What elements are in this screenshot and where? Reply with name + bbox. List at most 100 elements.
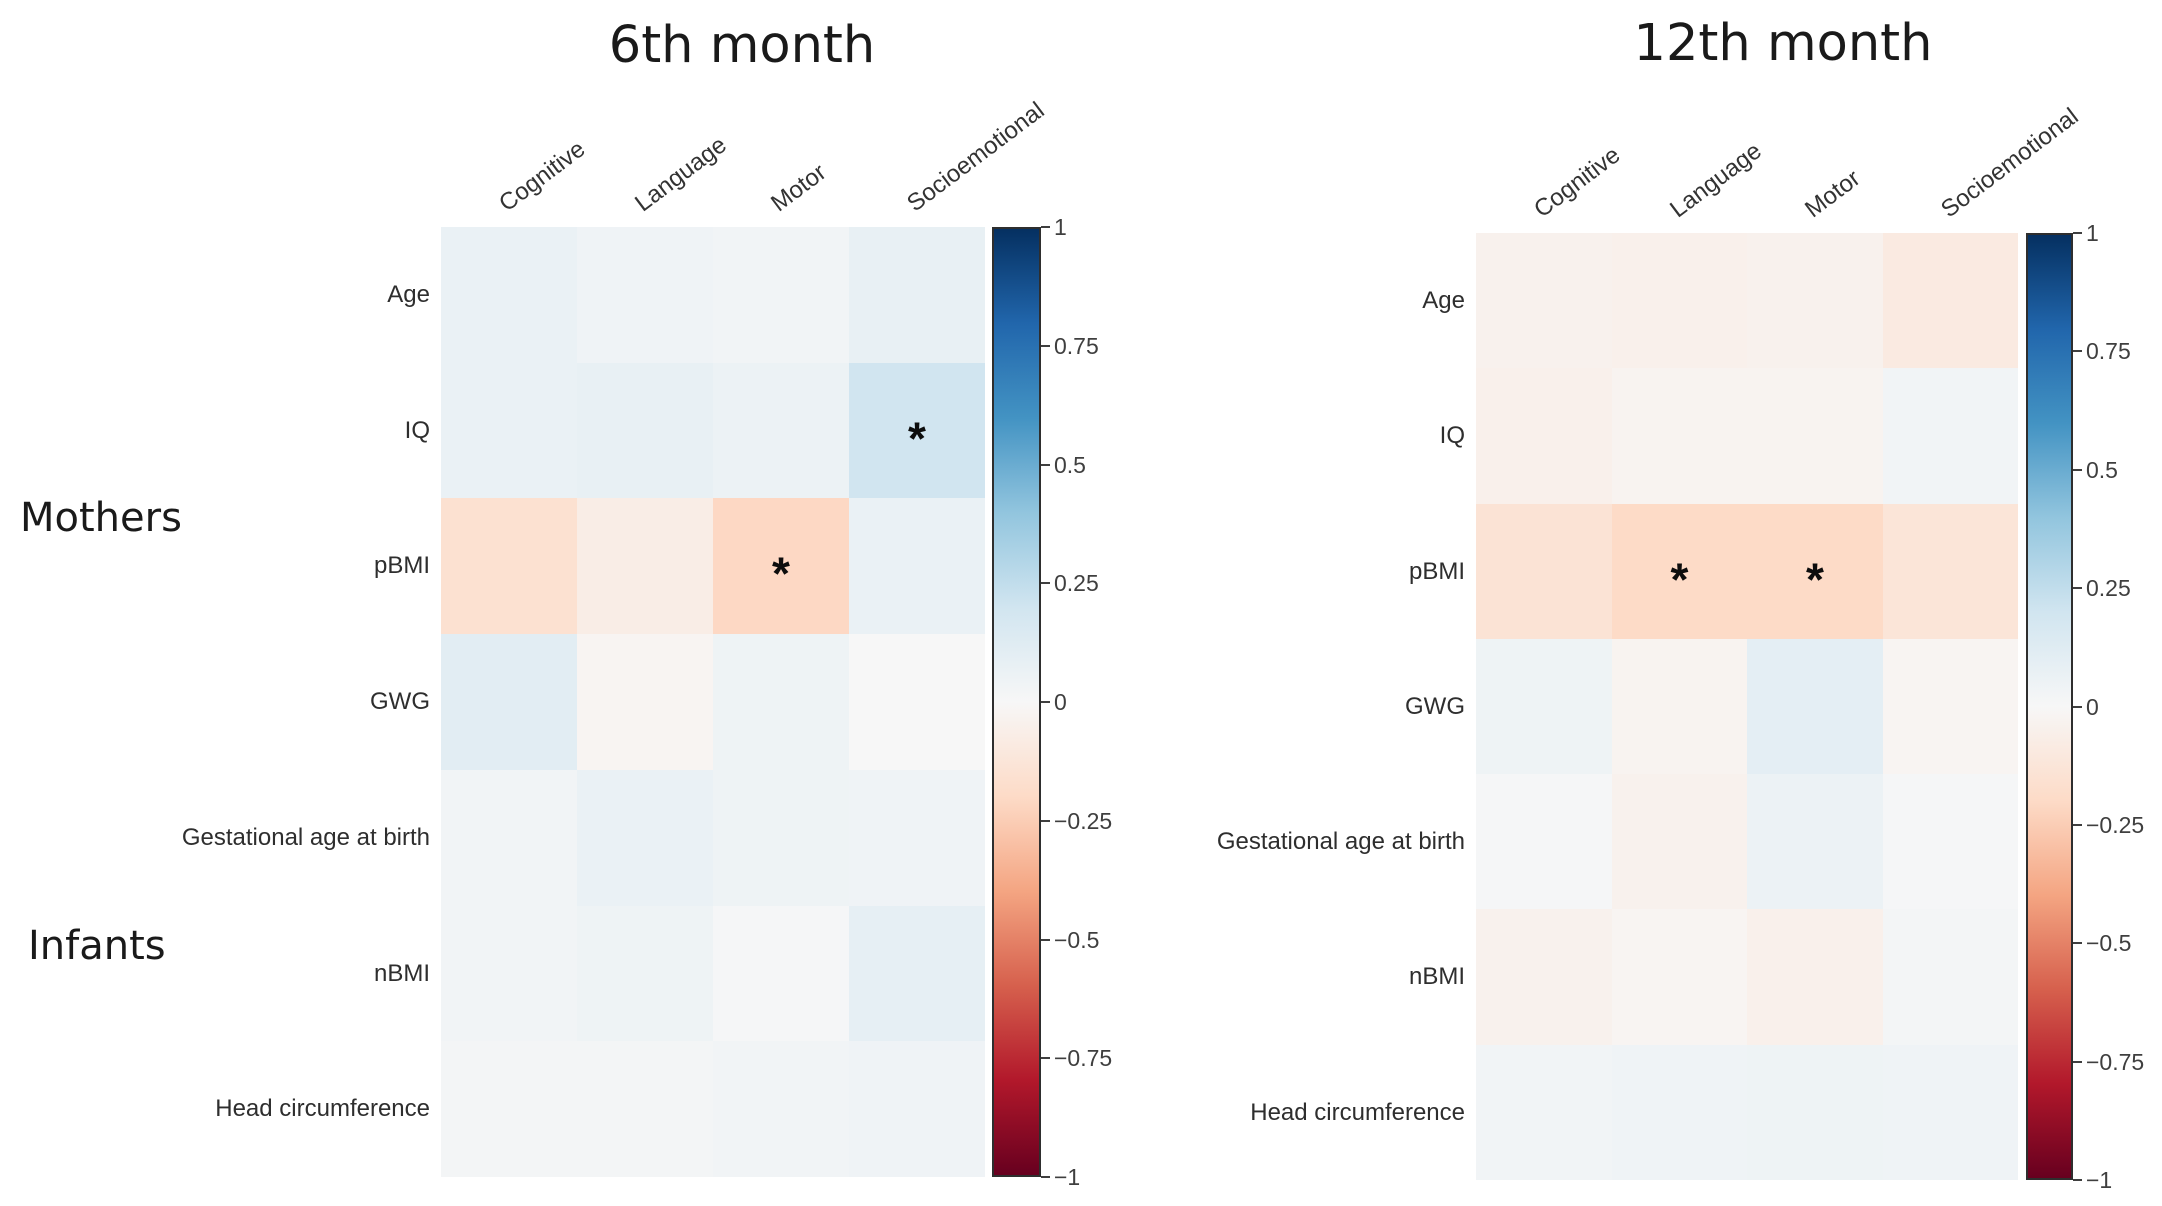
heatmap-cell (713, 1041, 849, 1177)
heatmap-cell (1612, 1045, 1747, 1180)
heatmap-cell (849, 770, 985, 906)
colorbar-tick-label: 0.25 (2086, 575, 2131, 601)
colorbar-tick (1041, 464, 1050, 466)
row-label: Age (387, 281, 430, 308)
colorbar-tick (2073, 824, 2082, 826)
colorbar-tick (1041, 701, 1050, 703)
significance-asterisk: * (908, 411, 926, 464)
row-label: GWG (1405, 693, 1465, 720)
colorbar-tick (2073, 350, 2082, 352)
colorbar-tick (1041, 582, 1050, 584)
colorbar-tick (2073, 587, 2082, 589)
row-label: pBMI (1408, 558, 1465, 585)
row-label: Head circumference (1250, 1099, 1465, 1126)
panel-title-6th-month: 6th month (608, 16, 876, 75)
colorbar-tick (2073, 232, 2082, 234)
heatmap-cell (849, 498, 985, 634)
colorbar-tick-label: 0.75 (1054, 333, 1099, 359)
heatmap-cell (1612, 233, 1747, 368)
heatmap-cell (849, 1041, 985, 1177)
colorbar-tick-label: 0 (2086, 694, 2099, 720)
heatmap-cell (1612, 774, 1747, 909)
colorbar-tick-label: 1 (2086, 220, 2099, 246)
heatmap-cell (1476, 233, 1612, 368)
heatmap-cell (1883, 909, 2018, 1045)
heatmap-cell (1476, 909, 1612, 1045)
heatmap-cell (1883, 368, 2018, 504)
significance-asterisk: * (772, 547, 790, 600)
column-label: Language (630, 131, 732, 218)
heatmap-cell (1612, 909, 1747, 1045)
heatmap-cell (713, 770, 849, 906)
heatmap-cell (1747, 233, 1883, 368)
panel-title-12th-month: 12th month (1633, 14, 1933, 73)
heatmap-cell (1883, 774, 2018, 909)
heatmap-cell (1883, 233, 2018, 368)
heatmap-cell (1883, 504, 2018, 639)
colorbar-tick (2073, 469, 2082, 471)
heatmap-cell (713, 634, 849, 770)
colorbar-tick-label: −1 (2086, 1167, 2113, 1193)
heatmap-cell (1476, 368, 1612, 504)
colorbar-tick (1041, 226, 1050, 228)
row-label: IQ (404, 417, 430, 444)
heatmap-cell (713, 906, 849, 1041)
heatmap-cell (441, 770, 577, 906)
column-label: Motor (1800, 164, 1866, 224)
column-label: Cognitive (494, 135, 591, 218)
colorbar-tick-label: −1 (1054, 1164, 1081, 1190)
colorbar-tick-label: 0.5 (1054, 452, 1086, 478)
colorbar-tick-label: 0 (1054, 689, 1067, 715)
colorbar-tick (2073, 706, 2082, 708)
row-label: Age (1422, 287, 1465, 314)
colorbar-tick (1041, 1176, 1050, 1178)
heatmap-cell (849, 634, 985, 770)
heatmap-cell (1747, 1045, 1883, 1180)
heatmap-cell (441, 906, 577, 1041)
heatmap-cell (1747, 504, 1883, 639)
colorbar-tick (1041, 939, 1050, 941)
heatmap-cell (713, 363, 849, 498)
heatmap-cell (1883, 1045, 2018, 1180)
colorbar (2026, 233, 2073, 1180)
heatmap-cell (577, 498, 713, 634)
row-label: IQ (1439, 422, 1465, 449)
column-label: Socioemotional (1936, 102, 2084, 224)
row-label: Head circumference (215, 1095, 430, 1122)
heatmap-cell (1476, 1045, 1612, 1180)
heatmap-cell (1476, 774, 1612, 909)
heatmap-cell (713, 227, 849, 363)
colorbar-tick-label: 0.25 (1054, 570, 1099, 596)
colorbar-tick-label: −0.25 (2086, 812, 2145, 838)
colorbar-tick (1041, 345, 1050, 347)
colorbar-tick (1041, 1057, 1050, 1059)
colorbar-tick (1041, 820, 1050, 822)
row-label: GWG (370, 688, 430, 715)
heatmap-cell (441, 227, 577, 363)
row-label: Gestational age at birth (1216, 828, 1465, 855)
heatmap-cell (1612, 368, 1747, 504)
group-label-mothers: Mothers (20, 495, 182, 541)
heatmap-cell (577, 770, 713, 906)
heatmap-cell (849, 363, 985, 498)
row-label: nBMI (1408, 963, 1465, 990)
colorbar-tick-label: −0.5 (2086, 930, 2132, 956)
row-label: Gestational age at birth (181, 824, 430, 851)
heatmap-cell (441, 498, 577, 634)
column-label: Motor (766, 158, 832, 218)
colorbar-tick-label: 1 (1054, 214, 1067, 240)
colorbar (992, 227, 1041, 1177)
significance-asterisk: * (1670, 552, 1689, 605)
colorbar-tick-label: −0.75 (1054, 1045, 1113, 1071)
heatmap-cell (1747, 774, 1883, 909)
row-label: pBMI (373, 552, 430, 579)
heatmap-cell (577, 363, 713, 498)
heatmap-cell (441, 634, 577, 770)
colorbar-tick-label: 0.75 (2086, 338, 2131, 364)
column-label: Socioemotional (902, 96, 1050, 218)
significance-asterisk: * (1806, 552, 1824, 605)
heatmap-cell (1612, 639, 1747, 774)
colorbar-tick-label: 0.5 (2086, 457, 2118, 483)
colorbar-tick (2073, 1179, 2082, 1181)
